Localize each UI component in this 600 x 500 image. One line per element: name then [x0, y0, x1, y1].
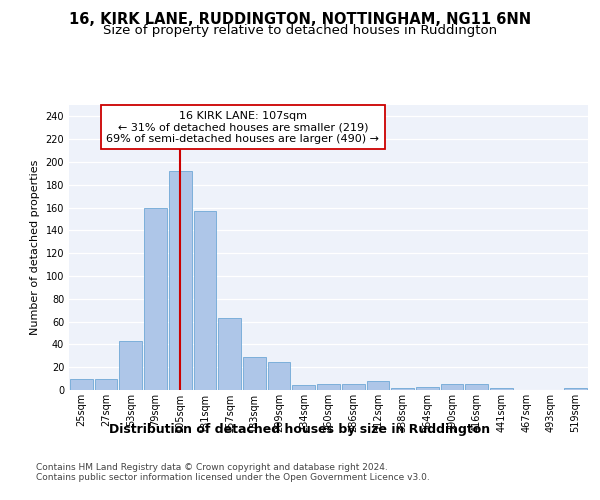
Bar [564, 388, 587, 390]
Bar [391, 388, 414, 390]
Bar [194, 211, 216, 390]
Text: Distribution of detached houses by size in Ruddington: Distribution of detached houses by size … [109, 422, 491, 436]
Bar [119, 341, 142, 390]
Bar [243, 357, 266, 390]
Text: Contains HM Land Registry data © Crown copyright and database right 2024.
Contai: Contains HM Land Registry data © Crown c… [36, 462, 430, 482]
Bar [466, 384, 488, 390]
Bar [292, 386, 315, 390]
Bar [169, 171, 191, 390]
Bar [218, 318, 241, 390]
Y-axis label: Number of detached properties: Number of detached properties [30, 160, 40, 335]
Bar [95, 378, 118, 390]
Bar [317, 384, 340, 390]
Bar [441, 384, 463, 390]
Bar [342, 384, 365, 390]
Bar [490, 388, 513, 390]
Bar [367, 381, 389, 390]
Bar [268, 362, 290, 390]
Bar [70, 378, 93, 390]
Text: Size of property relative to detached houses in Ruddington: Size of property relative to detached ho… [103, 24, 497, 37]
Text: 16 KIRK LANE: 107sqm
← 31% of detached houses are smaller (219)
69% of semi-deta: 16 KIRK LANE: 107sqm ← 31% of detached h… [106, 110, 379, 144]
Bar [416, 386, 439, 390]
Text: 16, KIRK LANE, RUDDINGTON, NOTTINGHAM, NG11 6NN: 16, KIRK LANE, RUDDINGTON, NOTTINGHAM, N… [69, 12, 531, 28]
Bar [144, 208, 167, 390]
